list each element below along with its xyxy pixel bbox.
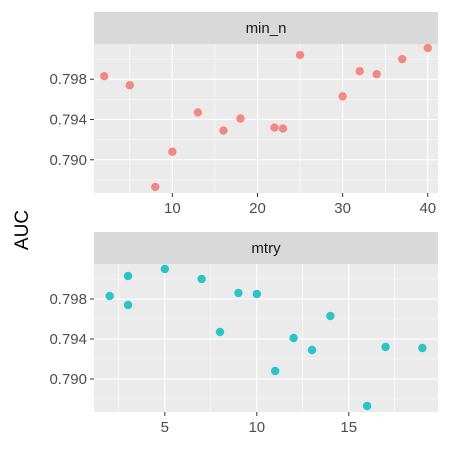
x-tick-label: 10 — [164, 200, 181, 217]
data-point — [372, 70, 381, 79]
y-tick-label: 0.790 — [49, 152, 87, 169]
data-point — [381, 342, 390, 352]
data-point — [105, 291, 114, 301]
x-tick-label: 20 — [249, 200, 266, 217]
facet-panel-mtry: mtry 0.790 0.794 0.798 5 10 15 — [49, 232, 438, 436]
x-tick-label: 10 — [248, 419, 265, 436]
data-point — [270, 123, 279, 132]
data-point — [338, 92, 347, 101]
data-point — [295, 50, 305, 60]
data-point — [151, 182, 160, 192]
data-point — [219, 126, 228, 135]
data-point — [355, 66, 364, 76]
data-point — [197, 274, 206, 284]
y-axis-title: AUC — [12, 210, 33, 250]
data-point — [123, 271, 133, 281]
data-point — [215, 327, 225, 337]
x-tick-label: 5 — [161, 419, 169, 436]
facet-panel-min-n: min_n 0.790 0.794 0.798 10 20 30 40 — [49, 12, 438, 217]
y-tick-label: 0.798 — [49, 71, 87, 88]
panel-background — [94, 44, 438, 193]
data-point — [100, 72, 109, 81]
y-tick-label: 0.798 — [49, 291, 87, 308]
data-point — [362, 401, 372, 411]
data-point — [168, 147, 177, 156]
y-tick-label: 0.790 — [49, 371, 87, 388]
data-point — [125, 81, 134, 90]
facet-strip-label: mtry — [251, 240, 281, 257]
x-tick-label: 15 — [340, 419, 357, 436]
facet-strip-label: min_n — [246, 20, 287, 37]
facet-strip — [94, 12, 438, 44]
data-point — [234, 288, 243, 298]
data-point — [289, 333, 298, 343]
data-point — [123, 300, 133, 310]
data-point — [423, 43, 432, 53]
panel-background — [94, 264, 438, 412]
data-point — [193, 108, 203, 117]
data-point — [326, 311, 335, 321]
facet-strip — [94, 232, 438, 264]
x-tick-label: 40 — [419, 200, 436, 217]
y-tick-label: 0.794 — [49, 331, 87, 348]
x-tick-label: 30 — [334, 200, 351, 217]
data-point — [252, 289, 262, 299]
y-tick-label: 0.794 — [49, 112, 87, 129]
data-point — [236, 114, 245, 123]
data-point — [160, 264, 170, 274]
data-point — [418, 343, 427, 353]
data-point — [398, 54, 407, 64]
data-point — [270, 366, 280, 376]
data-point — [307, 345, 317, 355]
data-point — [278, 124, 288, 133]
